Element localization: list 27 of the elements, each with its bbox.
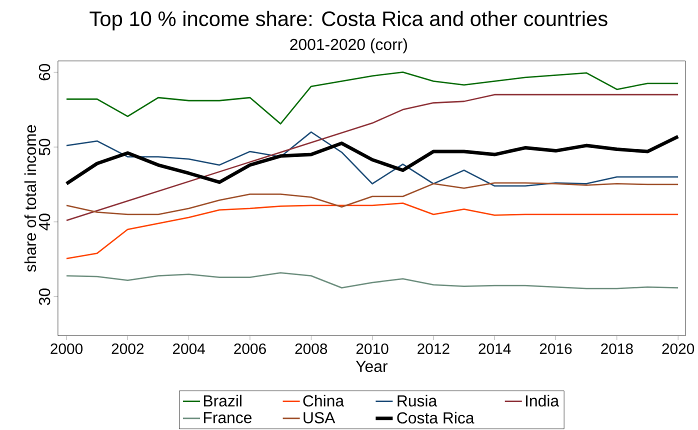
x-tick-label: 2014 — [478, 344, 511, 354]
legend-label: USA — [304, 412, 336, 424]
x-tick-label: 2010 — [356, 344, 388, 354]
y-tick-label: 60 — [38, 64, 50, 80]
legend-label: Brazil — [204, 395, 242, 407]
x-tick-label: 2008 — [295, 344, 328, 354]
line-series — [66, 182, 679, 216]
x-tick-label: 2016 — [540, 344, 572, 354]
y-tick-label: 40 — [38, 214, 50, 231]
chart-subtitle: 2001-2020 (corr) — [290, 38, 407, 54]
legend-label: India — [526, 395, 560, 407]
y-axis-title: share of total income — [24, 125, 36, 272]
x-tick-label: 2018 — [601, 344, 633, 354]
x-tick-label: 2006 — [234, 344, 266, 354]
legend-label: France — [204, 412, 252, 424]
x-tick-label: 2002 — [112, 344, 144, 354]
chart-title: Top 10 % income share: Costa Rica and other countries — [90, 11, 608, 31]
x-tick-label: 2004 — [172, 344, 205, 354]
legend-label: Rusia — [398, 395, 438, 407]
y-tick-label: 50 — [38, 139, 50, 156]
y-tick-label: 30 — [38, 288, 50, 306]
x-tick-label: 2000 — [50, 344, 83, 354]
legend-label: China — [303, 395, 344, 407]
x-axis-title: Year — [356, 361, 388, 372]
x-tick-label: 2020 — [662, 344, 694, 354]
x-tick-label: 2012 — [418, 344, 450, 354]
legend-label: Costa Rica — [397, 412, 474, 424]
